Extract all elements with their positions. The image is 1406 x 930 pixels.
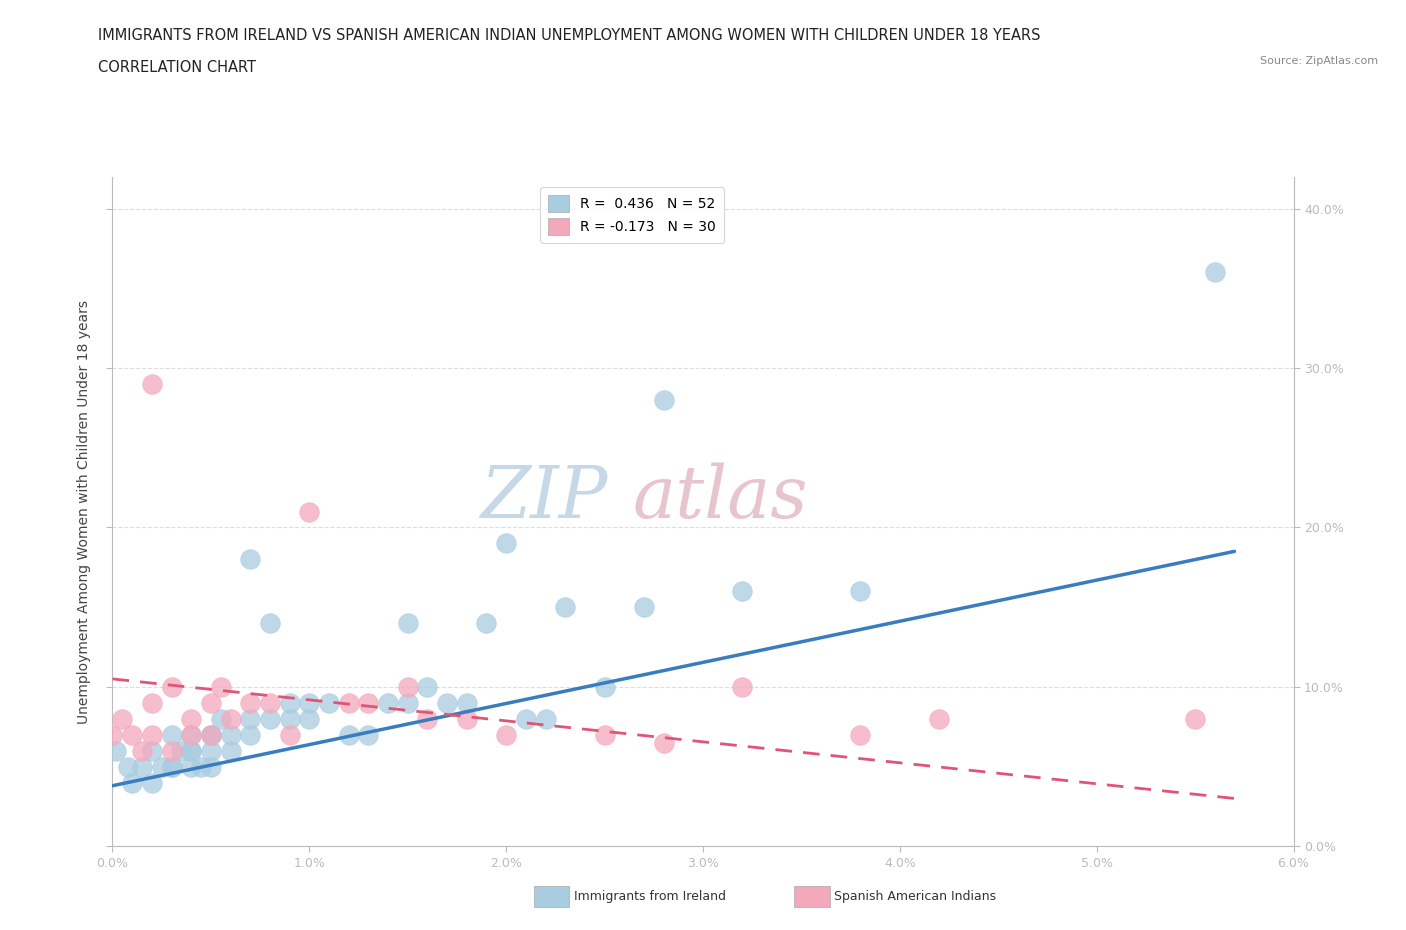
Point xyxy=(928,711,950,726)
Point xyxy=(111,711,134,726)
Point xyxy=(357,727,380,742)
Point xyxy=(652,736,675,751)
Point xyxy=(160,759,183,774)
Point xyxy=(141,775,163,790)
Point xyxy=(1204,265,1226,280)
Point xyxy=(1184,711,1206,726)
Point xyxy=(239,727,262,742)
Point xyxy=(515,711,537,726)
Point xyxy=(200,727,222,742)
Point xyxy=(554,600,576,615)
Point xyxy=(239,551,262,566)
Point xyxy=(180,727,202,742)
Text: IMMIGRANTS FROM IRELAND VS SPANISH AMERICAN INDIAN UNEMPLOYMENT AMONG WOMEN WITH: IMMIGRANTS FROM IRELAND VS SPANISH AMERI… xyxy=(98,28,1040,43)
Point xyxy=(337,727,360,742)
Point xyxy=(160,743,183,758)
Point xyxy=(593,727,616,742)
Point xyxy=(337,696,360,711)
Point xyxy=(180,759,202,774)
Point xyxy=(200,727,222,742)
Point xyxy=(219,743,242,758)
Point xyxy=(160,680,183,695)
Point xyxy=(377,696,399,711)
Point xyxy=(298,711,321,726)
Legend: R =  0.436   N = 52, R = -0.173   N = 30: R = 0.436 N = 52, R = -0.173 N = 30 xyxy=(540,187,724,243)
Point xyxy=(105,743,128,758)
Point xyxy=(150,759,173,774)
Point xyxy=(101,727,124,742)
Point xyxy=(219,727,242,742)
Text: atlas: atlas xyxy=(633,463,807,534)
Point xyxy=(141,377,163,392)
Point xyxy=(141,743,163,758)
Point xyxy=(200,727,222,742)
Point xyxy=(652,392,675,407)
Point xyxy=(180,727,202,742)
Point xyxy=(495,727,517,742)
Point xyxy=(278,696,301,711)
Point xyxy=(495,536,517,551)
Point xyxy=(190,759,212,774)
Point xyxy=(259,696,281,711)
Y-axis label: Unemployment Among Women with Children Under 18 years: Unemployment Among Women with Children U… xyxy=(77,299,91,724)
Point xyxy=(416,711,439,726)
Point xyxy=(357,696,380,711)
Point xyxy=(131,759,153,774)
Point xyxy=(456,696,478,711)
Point xyxy=(259,616,281,631)
Text: Spanish American Indians: Spanish American Indians xyxy=(834,890,995,903)
Point xyxy=(416,680,439,695)
Point xyxy=(436,696,458,711)
Point xyxy=(121,775,143,790)
Point xyxy=(396,616,419,631)
Point xyxy=(141,696,163,711)
Point xyxy=(180,743,202,758)
Point xyxy=(731,584,754,599)
Text: ZIP: ZIP xyxy=(481,463,609,534)
Point xyxy=(209,711,232,726)
Point xyxy=(396,696,419,711)
Point xyxy=(318,696,340,711)
Point xyxy=(239,711,262,726)
Point xyxy=(117,759,139,774)
Point xyxy=(141,727,163,742)
Point xyxy=(160,727,183,742)
Point xyxy=(160,759,183,774)
Point xyxy=(593,680,616,695)
Point xyxy=(298,696,321,711)
Text: Source: ZipAtlas.com: Source: ZipAtlas.com xyxy=(1260,56,1378,66)
Point xyxy=(849,584,872,599)
Text: Immigrants from Ireland: Immigrants from Ireland xyxy=(574,890,725,903)
Point xyxy=(131,743,153,758)
Point xyxy=(475,616,498,631)
Point xyxy=(259,711,281,726)
Point xyxy=(180,711,202,726)
Point xyxy=(170,743,193,758)
Point xyxy=(200,696,222,711)
Point xyxy=(456,711,478,726)
Point xyxy=(200,743,222,758)
Point xyxy=(298,504,321,519)
Point xyxy=(180,743,202,758)
Point xyxy=(239,696,262,711)
Point xyxy=(731,680,754,695)
Point xyxy=(278,711,301,726)
Point xyxy=(200,759,222,774)
Point xyxy=(633,600,655,615)
Text: CORRELATION CHART: CORRELATION CHART xyxy=(98,60,256,75)
Point xyxy=(121,727,143,742)
Point xyxy=(278,727,301,742)
Point xyxy=(396,680,419,695)
Point xyxy=(849,727,872,742)
Point xyxy=(209,680,232,695)
Point xyxy=(219,711,242,726)
Point xyxy=(534,711,557,726)
